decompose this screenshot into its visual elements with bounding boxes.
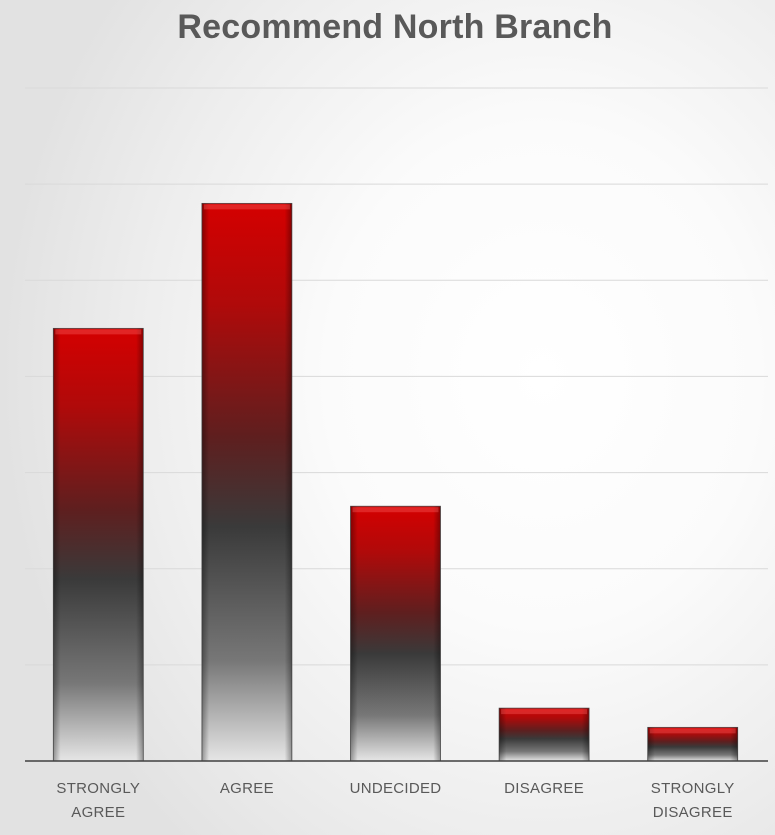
bar-highlight [55, 329, 142, 335]
bar-undecided [350, 505, 441, 762]
category-label: STRONGLY AGREE [56, 780, 141, 821]
bar-disagree [498, 707, 590, 762]
bar-highlight [203, 204, 290, 210]
bars [52, 202, 739, 762]
category-label: DISAGREE [504, 780, 585, 797]
bar-bevel [350, 506, 441, 761]
bar-highlight [352, 507, 439, 513]
category-label: UNDECIDED [349, 780, 442, 797]
bar-bevel [201, 203, 292, 761]
bar-highlight [649, 728, 736, 734]
bar-strongly-disagree [647, 726, 739, 762]
bar-highlight [501, 709, 588, 715]
category-label: AGREE [219, 780, 274, 797]
chart-title: Recommend North Branch [177, 8, 613, 46]
bar-bevel [53, 328, 144, 761]
bar-strongly-agree [52, 327, 144, 762]
category-label: STRONGLY DISAGREE [650, 780, 735, 821]
bar-bevel [499, 708, 590, 761]
bar-bevel [647, 727, 738, 761]
bar-agree [201, 202, 293, 762]
